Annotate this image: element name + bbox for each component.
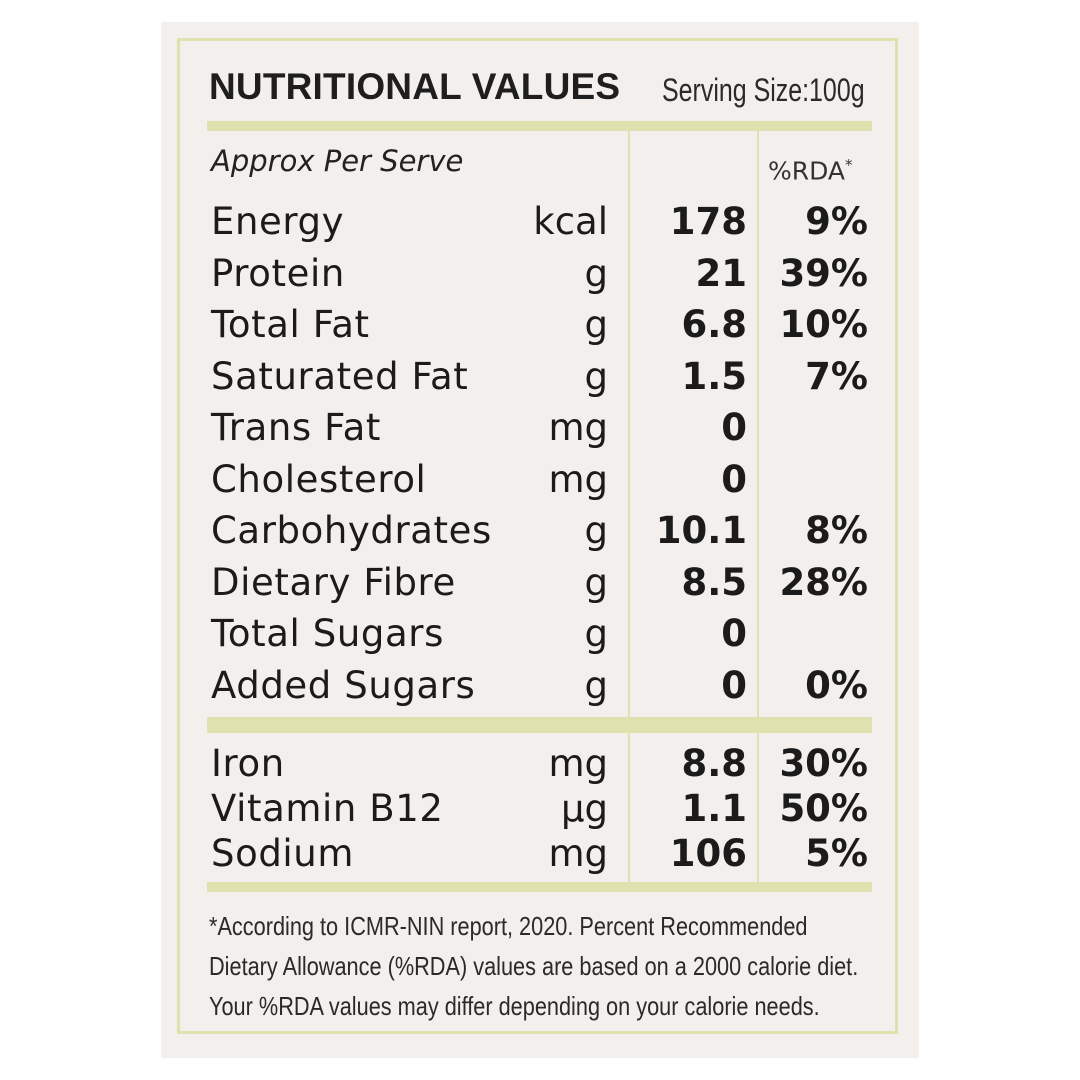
nutrient-value: 8.5 <box>681 560 747 604</box>
nutrient-name: Carbohydrates <box>211 509 492 552</box>
footnote-line: *According to ICMR-NIN report, 2020. Per… <box>209 911 808 941</box>
nutrient-name: Added Sugars <box>211 663 476 707</box>
nutrient-value: 6.8 <box>681 303 747 346</box>
column-divider-value-micro <box>757 733 759 882</box>
nutrient-row: Vitamin B12 µg 1.1 50% <box>0 784 1080 834</box>
nutrient-row: Carbohydrates g 10.1 8% <box>0 506 1080 556</box>
nutrient-unit: mg <box>548 832 608 875</box>
nutrient-name: Sodium <box>211 832 354 875</box>
nutrient-rda: 28% <box>779 560 868 604</box>
footer-divider <box>207 882 872 892</box>
nutrient-rda: 0% <box>805 663 868 707</box>
panel-title: NUTRITIONAL VALUES <box>209 66 621 107</box>
footnote-line: Dietary Allowance (%RDA) values are base… <box>209 951 859 981</box>
nutrient-rda: 8% <box>805 509 868 552</box>
nutrient-name: Total Sugars <box>211 612 444 655</box>
nutrient-unit: g <box>584 303 609 346</box>
nutrient-row: Total Sugars g 0 <box>0 609 1080 659</box>
label-border <box>177 38 898 1034</box>
nutrient-name: Protein <box>211 251 345 295</box>
nutrient-unit: g <box>584 251 609 295</box>
rda-column-header: %RDA* <box>768 156 853 185</box>
nutrient-rda: 39% <box>779 251 868 295</box>
nutrient-rda: 7% <box>805 354 868 398</box>
nutrient-name: Dietary Fibre <box>211 560 456 604</box>
approx-per-serve-label: Approx Per Serve <box>211 144 464 178</box>
nutrient-unit: µg <box>560 787 608 830</box>
nutrient-rda: 10% <box>779 303 868 346</box>
nutrient-unit: g <box>584 612 609 655</box>
nutrient-unit: g <box>584 509 609 552</box>
nutrient-unit: mg <box>548 406 608 449</box>
nutrient-value: 21 <box>695 251 748 295</box>
column-divider-unit <box>628 131 630 717</box>
section-divider <box>207 717 872 733</box>
nutrient-value: 1.1 <box>681 787 747 830</box>
column-divider-unit-micro <box>628 733 630 882</box>
nutrient-unit: mg <box>548 742 608 785</box>
nutrient-unit: g <box>584 560 609 604</box>
nutrient-row: Total Fat g 6.8 10% <box>0 300 1080 350</box>
header-divider <box>207 121 872 131</box>
column-divider-value <box>757 131 759 717</box>
nutrient-value: 0 <box>721 457 747 501</box>
nutrient-rda: 5% <box>805 832 868 875</box>
nutrient-unit: g <box>584 663 609 707</box>
rda-asterisk: * <box>845 156 853 174</box>
nutrient-rda: 30% <box>779 742 868 785</box>
rda-header-text: %RDA <box>768 156 846 186</box>
nutrient-row: Protein g 21 39% <box>0 249 1080 299</box>
nutrient-unit: mg <box>548 457 608 501</box>
nutrient-name: Saturated Fat <box>211 354 469 398</box>
nutrient-name: Iron <box>211 742 285 785</box>
nutrient-name: Trans Fat <box>211 406 382 449</box>
nutrient-value: 106 <box>669 832 747 875</box>
nutrient-name: Energy <box>211 200 345 243</box>
nutrient-value: 0 <box>721 663 747 707</box>
nutrient-unit: g <box>584 354 609 398</box>
nutrient-row: Cholesterol mg 0 <box>0 455 1080 505</box>
nutrient-value: 1.5 <box>681 354 747 398</box>
nutrient-name: Vitamin B12 <box>211 787 444 830</box>
nutrient-value: 8.8 <box>681 742 747 785</box>
nutrient-value: 0 <box>721 612 747 655</box>
nutrient-row: Energy kcal 178 9% <box>0 197 1080 247</box>
nutrient-row: Added Sugars g 0 0% <box>0 661 1080 711</box>
nutrient-value: 0 <box>721 406 747 449</box>
serving-size: Serving Size:100g <box>662 72 865 108</box>
nutrient-row: Dietary Fibre g 8.5 28% <box>0 558 1080 608</box>
footnote-line: Your %RDA values may differ depending on… <box>209 991 820 1021</box>
nutrient-value: 178 <box>669 200 747 243</box>
nutrient-unit: kcal <box>533 200 608 243</box>
nutrient-row: Iron mg 8.8 30% <box>0 739 1080 789</box>
nutrient-rda: 50% <box>779 787 868 830</box>
nutrient-name: Cholesterol <box>211 457 427 501</box>
nutrient-rda: 9% <box>805 200 868 243</box>
rda-footnote: *According to ICMR-NIN report, 2020. Per… <box>209 906 877 1026</box>
nutrient-row: Sodium mg 106 5% <box>0 829 1080 879</box>
nutrient-value: 10.1 <box>655 509 747 552</box>
nutrient-name: Total Fat <box>211 303 370 346</box>
nutrient-row: Trans Fat mg 0 <box>0 403 1080 453</box>
nutrient-row: Saturated Fat g 1.5 7% <box>0 352 1080 402</box>
